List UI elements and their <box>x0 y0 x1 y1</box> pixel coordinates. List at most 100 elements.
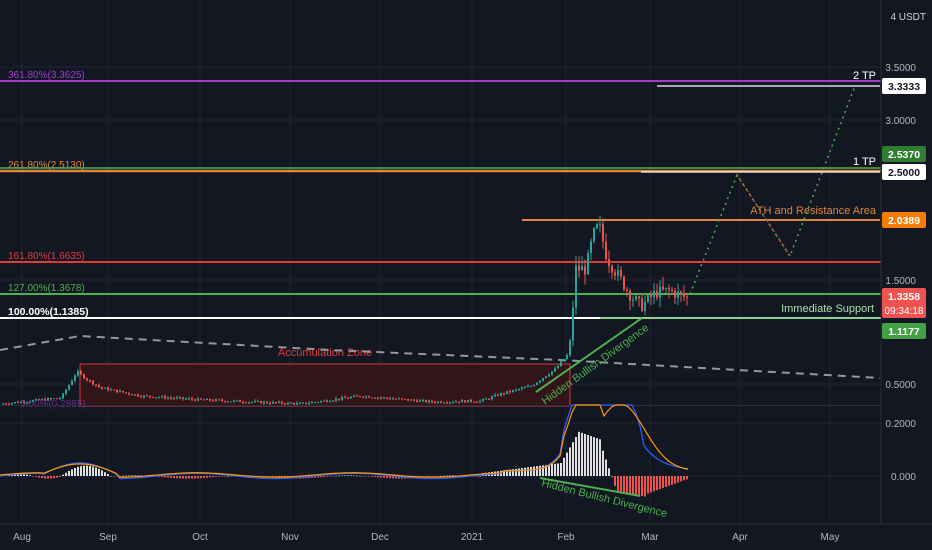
candle-body <box>521 387 523 390</box>
macd-histogram-bar <box>77 466 79 476</box>
fib-label: 261.80%(2.5130) <box>8 160 85 171</box>
candle-body <box>47 398 49 401</box>
macd-histogram-bar <box>353 475 355 477</box>
macd-histogram-bar <box>656 476 658 491</box>
candle-body <box>215 399 217 402</box>
candle-body <box>632 299 634 301</box>
candle-body <box>179 397 181 399</box>
macd-histogram-bar <box>509 469 511 476</box>
macd-histogram-bar <box>320 476 322 478</box>
macd-histogram-bar <box>350 475 352 477</box>
macd-histogram-bar <box>596 438 598 476</box>
macd-histogram-bar <box>443 475 445 477</box>
macd-histogram-bar <box>530 466 532 476</box>
macd-histogram-bar <box>173 476 175 479</box>
candle-body <box>413 399 415 401</box>
candle-body <box>161 396 163 398</box>
projection-path-down <box>736 174 791 257</box>
tp1-label: 1 TP <box>853 156 876 168</box>
candle-body <box>560 361 562 367</box>
x-tick-label: 2021 <box>461 532 484 543</box>
candle-body <box>248 402 250 404</box>
macd-histogram-bar <box>374 476 376 478</box>
macd-histogram-bar <box>395 476 397 479</box>
fib-label: 161.80%(1.6635) <box>8 251 85 262</box>
candle-body <box>272 402 274 404</box>
macd-histogram-bar <box>224 476 226 477</box>
candle-body <box>587 253 589 275</box>
candle-body <box>665 287 667 290</box>
candle-body <box>503 393 505 395</box>
candle-body <box>371 397 373 399</box>
candle-body <box>374 397 376 399</box>
macd-histogram-bar <box>122 475 124 477</box>
macd-histogram-bar <box>557 463 559 476</box>
candle-body <box>218 399 220 401</box>
candle-body <box>608 259 610 266</box>
tp2-label: 2 TP <box>853 70 876 82</box>
macd-histogram-bar <box>629 476 631 495</box>
macd-histogram-bar <box>536 466 538 476</box>
macd-histogram-bar <box>362 476 364 477</box>
macd-histogram-bar <box>617 476 619 492</box>
candle-body <box>344 397 346 399</box>
candle-body <box>458 401 460 403</box>
macd-histogram-bar <box>662 476 664 489</box>
candle-body <box>389 398 391 400</box>
candle-body <box>470 399 472 402</box>
price-badge-text: 1.1177 <box>888 326 920 338</box>
macd-histogram-bar <box>197 476 199 479</box>
candle-body <box>671 289 673 291</box>
candle-body <box>305 402 307 404</box>
candle-body <box>158 397 160 399</box>
candle-body <box>83 374 85 379</box>
candle-body <box>56 398 58 400</box>
macd-histogram-bar <box>503 470 505 476</box>
candle-body <box>110 389 112 391</box>
x-tick-label: Aug <box>13 532 31 543</box>
macd-histogram-bar <box>377 476 379 478</box>
macd-histogram-bar <box>446 475 448 477</box>
candle-body <box>176 397 178 399</box>
candle-body <box>455 401 457 403</box>
candle-body <box>629 290 631 301</box>
candle-body <box>467 399 469 403</box>
candle-body <box>605 241 607 260</box>
candle-body <box>407 399 409 401</box>
candle-body <box>599 223 601 225</box>
candle-body <box>209 398 211 401</box>
macd-histogram-bar <box>71 469 73 476</box>
macd-histogram-bar <box>392 476 394 479</box>
macd-histogram-bar <box>68 470 70 476</box>
candle-body <box>584 266 586 275</box>
macd-histogram-bar <box>86 465 88 476</box>
macd-histogram-bar <box>194 476 196 479</box>
macd-histogram-bar <box>164 476 166 478</box>
macd-tick-label: 0.000 <box>891 472 916 483</box>
candle-body <box>341 397 343 400</box>
candle-body <box>323 400 325 402</box>
macd-histogram-bar <box>65 472 67 476</box>
macd-histogram-bar <box>170 476 172 478</box>
candle-body <box>476 401 478 403</box>
macd-histogram-bar <box>542 465 544 476</box>
x-tick-label: Feb <box>557 532 575 543</box>
macd-pane <box>0 404 689 497</box>
candle-body <box>353 395 355 397</box>
macd-histogram-bar <box>620 476 622 493</box>
candle-body <box>545 376 547 379</box>
candle-body <box>257 401 259 403</box>
candle-body <box>308 403 310 405</box>
macd-histogram-bar <box>80 466 82 476</box>
macd-histogram-bar <box>626 476 628 494</box>
macd-histogram-bar <box>113 476 115 477</box>
candle-body <box>668 287 670 290</box>
macd-histogram-bar <box>644 476 646 497</box>
candle-body <box>530 386 532 388</box>
macd-histogram-bar <box>527 467 529 476</box>
candle-body <box>431 400 433 403</box>
candle-body <box>116 389 118 393</box>
candle-body <box>260 401 262 404</box>
macd-histogram-bar <box>590 436 592 476</box>
